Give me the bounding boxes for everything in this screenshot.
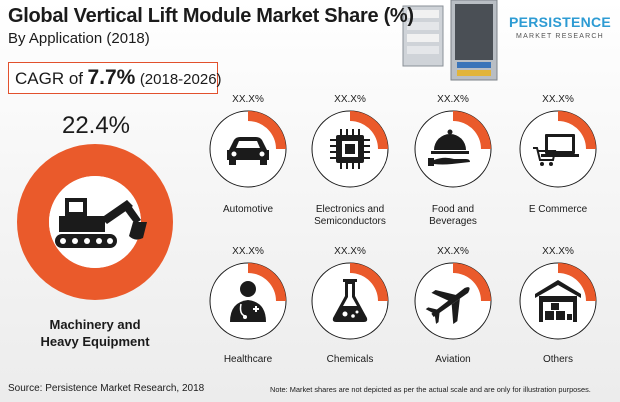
ecommerce-donut (519, 110, 597, 188)
machinery-donut (17, 144, 173, 300)
healthcare-label: Healthcare (223, 354, 273, 365)
chart-title: Global Vertical Lift Module Market Share… (8, 5, 414, 27)
food-donut (414, 110, 492, 188)
automotive-label: Automotive (222, 204, 274, 215)
machinery-donut-ring (17, 144, 173, 300)
healthcare-donut (209, 262, 287, 340)
aviation-donut (414, 262, 492, 340)
cloche-icon (428, 129, 470, 166)
machinery-percentage: 22.4% (61, 112, 131, 139)
food-percentage: XX.X% (437, 94, 469, 105)
food-label-line1: Food and (431, 204, 475, 215)
machinery-label-line2: Heavy Equipment (40, 334, 150, 349)
automotive-donut (209, 110, 287, 188)
others-donut (519, 262, 597, 340)
electronics-donut (311, 110, 389, 188)
chemicals-donut (311, 262, 389, 340)
cagr-value: 7.7% (87, 66, 136, 89)
source-note: Source: Persistence Market Research, 201… (8, 383, 205, 394)
chart-subtitle: By Application (2018) (8, 30, 150, 47)
logo-main-text: PERSISTENCE (508, 14, 612, 30)
flask-icon (332, 279, 368, 322)
warehouse-icon (535, 280, 581, 322)
electronics-label-line2: Semiconductors (314, 216, 386, 227)
laptop-cart-icon (533, 134, 579, 166)
disclaimer-note: Note: Market shares are not depicted as … (270, 385, 591, 394)
vertical-lift-module-illustration (402, 0, 498, 81)
electronics-label-line1: Electronics and (315, 204, 385, 215)
food-label-line2: Beverages (429, 216, 477, 227)
logo-sub-text: MARKET RESEARCH (516, 33, 604, 40)
chip-icon (330, 129, 370, 169)
others-label: Others (542, 354, 573, 365)
electronics-percentage: XX.X% (334, 94, 366, 105)
car-icon (227, 137, 269, 165)
electronics-label: Electronics and Semiconductors (295, 204, 405, 228)
cagr-period: (2018-2026) (139, 71, 222, 88)
persistence-logo: PERSISTENCE MARKET RESEARCH (504, 14, 616, 50)
aviation-percentage: XX.X% (437, 246, 469, 257)
food-label: Food and Beverages (398, 204, 508, 228)
cagr-label: CAGR of (15, 69, 84, 88)
others-percentage: XX.X% (542, 246, 574, 257)
excavator-icon (55, 198, 147, 248)
chemicals-label: Chemicals (326, 354, 374, 365)
ecommerce-label: E Commerce (528, 204, 588, 215)
machinery-label-line1: Machinery and (49, 317, 141, 332)
doctor-icon (230, 281, 266, 322)
cagr-box: CAGR of 7.7% (2018-2026) (8, 62, 222, 94)
airplane-icon (425, 287, 470, 325)
automotive-percentage: XX.X% (232, 94, 264, 105)
machinery-label: Machinery and Heavy Equipment (10, 316, 180, 350)
chemicals-percentage: XX.X% (334, 246, 366, 257)
aviation-label: Aviation (435, 354, 471, 365)
healthcare-percentage: XX.X% (232, 246, 264, 257)
ecommerce-percentage: XX.X% (542, 94, 574, 105)
